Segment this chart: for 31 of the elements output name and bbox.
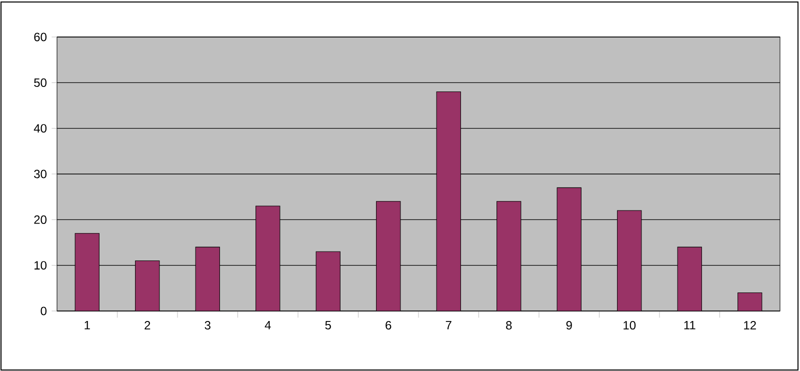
x-tick-label: 11	[684, 321, 696, 330]
x-tick-label: 1	[84, 321, 90, 330]
bar	[74, 233, 100, 311]
bar	[436, 92, 461, 311]
bar	[256, 206, 280, 311]
bar	[677, 246, 702, 311]
x-tick-label: 8	[506, 321, 512, 330]
bar	[376, 201, 401, 311]
x-tick-label: 10	[624, 321, 636, 330]
y-tick-label: 20	[34, 215, 47, 224]
x-tick-label: 3	[204, 321, 210, 330]
x-tick-label: 2	[144, 321, 150, 330]
x-tick-label: 6	[386, 321, 392, 330]
x-tick-label: 5	[325, 321, 331, 330]
bar	[195, 246, 220, 311]
bar	[496, 201, 522, 311]
y-tick-label: 30	[34, 170, 47, 178]
bar	[316, 251, 340, 311]
y-tick-label: 0	[40, 306, 47, 316]
y-tick-label: 40	[34, 124, 47, 133]
x-tick-label: 4	[264, 321, 271, 330]
y-tick-label: 50	[34, 78, 47, 87]
bar	[738, 292, 762, 311]
y-tick-label: 10	[34, 261, 47, 270]
x-tick-label: 12	[744, 321, 756, 330]
bar	[617, 210, 642, 311]
bar	[135, 260, 160, 311]
x-tick-label: 7	[446, 321, 452, 330]
bar	[556, 187, 582, 311]
x-tick-label: 9	[566, 321, 572, 330]
y-tick-label: 60	[34, 32, 47, 42]
